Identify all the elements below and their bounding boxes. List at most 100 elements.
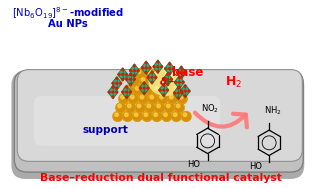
Circle shape xyxy=(177,97,179,99)
Circle shape xyxy=(171,112,181,121)
Circle shape xyxy=(140,95,144,99)
Circle shape xyxy=(139,76,149,86)
Circle shape xyxy=(134,65,135,67)
Circle shape xyxy=(181,112,191,121)
Text: $[\rm{Nb_6O_{19}}]^{8-}$-modified: $[\rm{Nb_6O_{19}}]^{8-}$-modified xyxy=(12,5,124,21)
Circle shape xyxy=(119,94,129,104)
Circle shape xyxy=(141,67,143,69)
Circle shape xyxy=(149,67,151,69)
Circle shape xyxy=(169,63,170,65)
Circle shape xyxy=(159,76,169,86)
Circle shape xyxy=(130,70,132,71)
Circle shape xyxy=(180,76,182,78)
Circle shape xyxy=(133,112,142,121)
Circle shape xyxy=(143,82,145,84)
Circle shape xyxy=(115,113,118,116)
Circle shape xyxy=(165,87,168,90)
Circle shape xyxy=(182,81,184,83)
Circle shape xyxy=(134,74,135,76)
Circle shape xyxy=(112,86,114,88)
Circle shape xyxy=(126,91,128,93)
Text: base: base xyxy=(172,66,204,79)
Circle shape xyxy=(123,112,133,121)
Text: δ−: δ− xyxy=(160,77,175,87)
Circle shape xyxy=(152,112,162,121)
Circle shape xyxy=(170,78,174,81)
Circle shape xyxy=(129,76,139,86)
Circle shape xyxy=(122,91,124,93)
Circle shape xyxy=(167,78,169,80)
Circle shape xyxy=(130,83,131,85)
Polygon shape xyxy=(174,75,185,89)
Circle shape xyxy=(143,92,145,94)
Circle shape xyxy=(137,104,141,108)
Circle shape xyxy=(177,94,187,104)
Polygon shape xyxy=(125,73,136,86)
Circle shape xyxy=(178,86,180,88)
Polygon shape xyxy=(141,61,151,74)
Circle shape xyxy=(145,103,155,113)
Circle shape xyxy=(135,103,145,113)
Circle shape xyxy=(153,66,155,67)
FancyBboxPatch shape xyxy=(17,70,302,161)
Polygon shape xyxy=(112,76,122,90)
Circle shape xyxy=(180,72,182,73)
Text: Au NPs: Au NPs xyxy=(48,19,88,29)
Polygon shape xyxy=(158,83,169,97)
Circle shape xyxy=(170,78,172,80)
Circle shape xyxy=(154,113,158,116)
Circle shape xyxy=(177,87,179,89)
Circle shape xyxy=(145,62,147,64)
Circle shape xyxy=(122,69,123,70)
Circle shape xyxy=(142,112,152,121)
Polygon shape xyxy=(122,85,132,99)
Circle shape xyxy=(184,85,186,87)
Circle shape xyxy=(125,113,128,116)
Text: support: support xyxy=(82,125,128,135)
Circle shape xyxy=(161,78,164,81)
Circle shape xyxy=(121,95,124,99)
Circle shape xyxy=(129,94,138,104)
Circle shape xyxy=(174,92,175,94)
Circle shape xyxy=(118,104,121,108)
Circle shape xyxy=(155,87,158,90)
Circle shape xyxy=(180,67,182,69)
Circle shape xyxy=(135,69,145,78)
Circle shape xyxy=(141,78,145,81)
Circle shape xyxy=(157,66,159,67)
Circle shape xyxy=(145,87,149,90)
Circle shape xyxy=(157,61,159,63)
Circle shape xyxy=(181,92,183,94)
Circle shape xyxy=(116,103,126,113)
Polygon shape xyxy=(173,86,183,100)
Polygon shape xyxy=(176,66,186,79)
Circle shape xyxy=(147,70,151,74)
Circle shape xyxy=(175,87,178,90)
FancyBboxPatch shape xyxy=(11,72,304,179)
Circle shape xyxy=(130,78,131,80)
Circle shape xyxy=(175,81,176,83)
Polygon shape xyxy=(147,70,157,84)
Circle shape xyxy=(151,81,153,83)
Circle shape xyxy=(122,74,123,75)
Circle shape xyxy=(126,74,127,75)
Polygon shape xyxy=(163,73,173,86)
Circle shape xyxy=(167,89,168,91)
Circle shape xyxy=(150,95,153,99)
FancyArrowPatch shape xyxy=(195,113,247,127)
Circle shape xyxy=(176,104,180,108)
Circle shape xyxy=(188,90,190,92)
Circle shape xyxy=(126,78,128,80)
Circle shape xyxy=(158,94,168,104)
Circle shape xyxy=(134,85,143,95)
Circle shape xyxy=(164,113,167,116)
Circle shape xyxy=(184,95,186,97)
Circle shape xyxy=(130,74,131,75)
Circle shape xyxy=(112,91,114,93)
Polygon shape xyxy=(108,85,118,99)
Circle shape xyxy=(184,72,186,73)
Circle shape xyxy=(116,87,118,89)
Circle shape xyxy=(145,67,147,69)
Circle shape xyxy=(184,90,186,92)
Circle shape xyxy=(151,77,153,78)
